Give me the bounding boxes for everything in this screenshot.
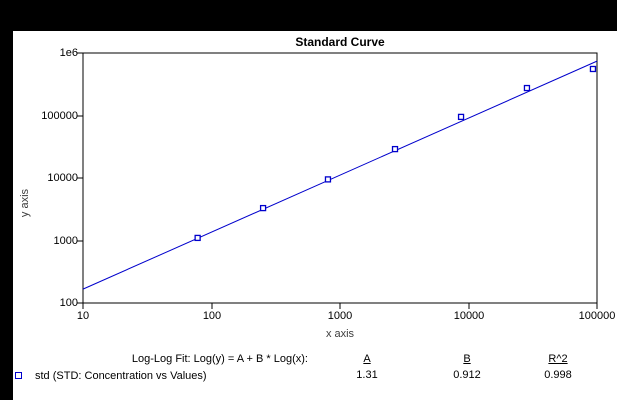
data-point-marker [457,113,465,121]
x-axis-title: x axis [325,328,355,340]
y-tick-label: 1000 [53,235,78,247]
data-point-marker [324,176,332,183]
y-tick-label: 10000 [47,172,78,184]
x-tick-label: 100 [202,310,222,322]
window-background-left [0,0,13,400]
x-tick-label: 10 [76,310,90,322]
data-point-marker [391,145,399,153]
y-tick-label: 100 [59,297,78,309]
y-tick-label: 1e6 [59,47,78,59]
data-point-marker [523,84,531,92]
fit-value-b: 0.912 [453,369,481,381]
x-tick-label: 100000 [578,310,616,322]
fit-line [82,60,598,290]
fit-column-header-b: B [463,353,471,365]
legend-series-label: std (STD: Concentration vs Values) [35,370,207,382]
x-tick-label: 10000 [453,310,485,322]
window-background-top [0,0,617,31]
chart-title: Standard Curve [295,35,385,49]
data-point-marker [194,234,201,242]
y-tick-label: 100000 [41,110,78,122]
fit-equation-label: Log-Log Fit: Log(y) = A + B * Log(x): [131,353,308,365]
fit-column-header-a: A [363,353,371,365]
plot-border [82,52,598,304]
fit-column-header-r2: R^2 [548,353,568,365]
x-tick-label: 1000 [327,310,353,322]
data-point-marker [589,65,597,73]
fit-value-r2: 0.998 [544,369,572,381]
legend-series-marker-icon [15,372,22,379]
y-axis-title: y axis [19,188,31,218]
fit-value-a: 1.31 [356,369,378,381]
data-point-marker [259,204,267,212]
